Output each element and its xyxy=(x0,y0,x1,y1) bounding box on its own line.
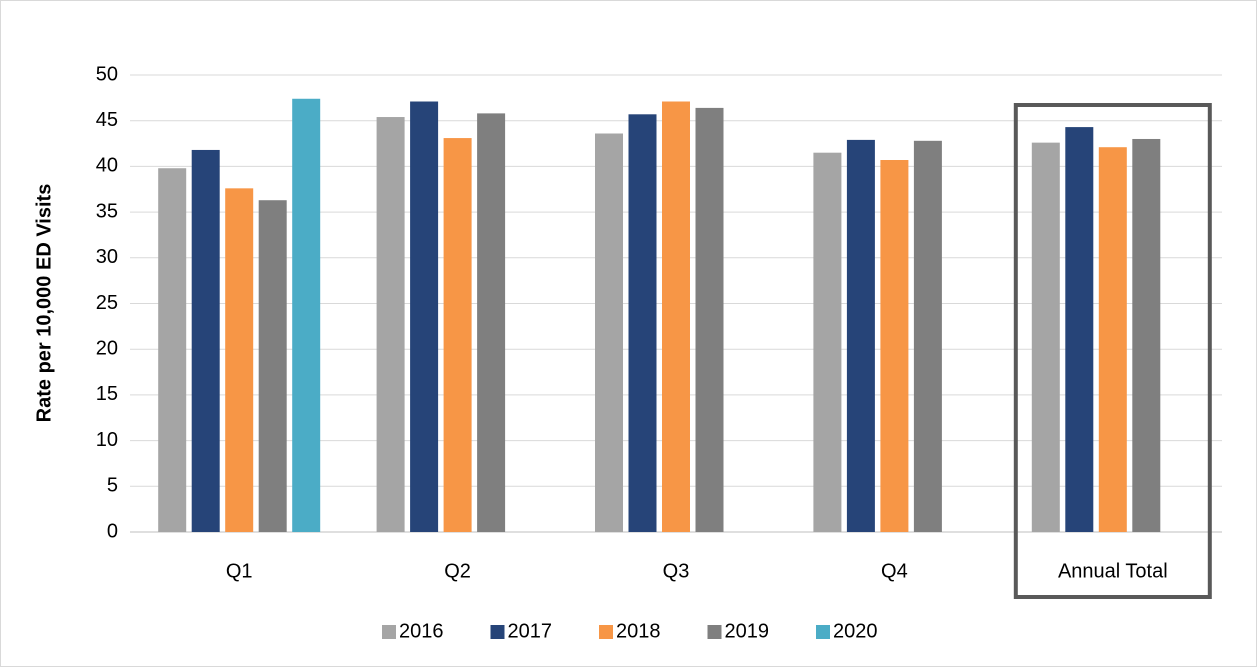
bar xyxy=(1065,127,1094,533)
y-tick-label: 20 xyxy=(96,337,118,359)
bar xyxy=(443,138,472,533)
legend-swatch xyxy=(816,625,830,639)
legend-label: 2020 xyxy=(833,620,878,642)
legend-swatch xyxy=(707,625,722,639)
y-tick-label: 50 xyxy=(96,63,118,85)
y-tick-label: 45 xyxy=(96,109,118,131)
bar xyxy=(628,114,657,532)
bar xyxy=(292,98,321,532)
y-tick-label: 10 xyxy=(96,429,118,451)
bar xyxy=(662,101,690,533)
bar xyxy=(158,168,187,532)
legend-swatch xyxy=(490,625,505,639)
legend-swatch xyxy=(599,625,613,639)
bar xyxy=(258,200,287,532)
bar xyxy=(595,133,623,532)
legend-label: 2016 xyxy=(399,620,444,642)
bar xyxy=(376,117,405,532)
y-tick-label: 25 xyxy=(96,292,118,314)
bar xyxy=(410,101,439,533)
bar xyxy=(1132,138,1161,533)
legend-label: 2019 xyxy=(725,620,770,642)
bar xyxy=(846,139,875,533)
bar xyxy=(695,107,724,533)
legend-swatch xyxy=(382,625,396,639)
y-axis-label: Rate per 10,000 ED Visits xyxy=(33,184,55,423)
y-tick-label: 35 xyxy=(96,200,118,222)
bar xyxy=(1031,142,1060,533)
y-tick-label: 40 xyxy=(96,155,118,177)
bar xyxy=(1098,147,1127,532)
x-tick-label: Annual Total xyxy=(1058,560,1168,582)
legend-label: 2018 xyxy=(616,620,661,642)
y-tick-label: 15 xyxy=(96,383,118,405)
bar xyxy=(813,152,842,532)
legend-label: 2017 xyxy=(508,620,553,642)
bar xyxy=(225,188,254,532)
x-tick-label: Q2 xyxy=(444,560,471,582)
x-tick-label: Q3 xyxy=(663,560,690,582)
y-tick-label: 5 xyxy=(107,475,118,497)
y-tick-label: 30 xyxy=(96,246,118,268)
bar xyxy=(477,113,506,532)
x-tick-label: Q4 xyxy=(881,560,908,582)
y-tick-label: 0 xyxy=(107,520,118,542)
bar xyxy=(913,140,942,533)
bar xyxy=(880,160,909,532)
bar xyxy=(191,149,220,532)
x-tick-label: Q1 xyxy=(226,560,253,582)
highlight-box xyxy=(1013,103,1212,599)
